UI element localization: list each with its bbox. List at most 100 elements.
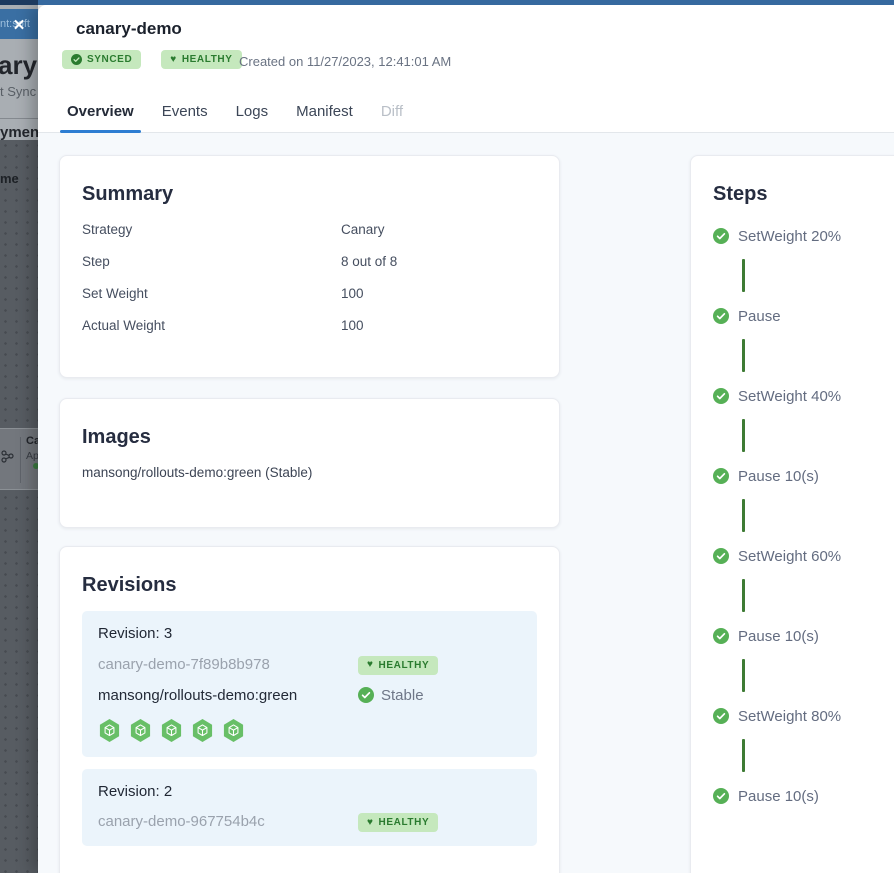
step-item: Pause bbox=[713, 306, 894, 326]
stable-label: Stable bbox=[381, 686, 424, 704]
branch-icon bbox=[1, 450, 14, 468]
healthy-badge: ♥ HEALTHY bbox=[161, 50, 242, 69]
tab-logs[interactable]: Logs bbox=[235, 103, 269, 120]
revision-title: Revision: 2 bbox=[98, 782, 173, 800]
check-circle-icon bbox=[713, 308, 729, 324]
background-table-header-fragment: me bbox=[0, 171, 19, 186]
summary-value: Canary bbox=[341, 222, 385, 237]
rollout-detail-panel: canary-demo SYNCED ♥ HEALTHY Created on … bbox=[38, 5, 894, 873]
replicaset-name: canary-demo-7f89b8b978 bbox=[98, 655, 270, 673]
step-connector bbox=[742, 259, 745, 292]
step-connector bbox=[742, 579, 745, 612]
step-connector bbox=[742, 659, 745, 692]
check-circle-icon bbox=[713, 388, 729, 404]
summary-value: 100 bbox=[341, 318, 364, 333]
summary-label: Set Weight bbox=[82, 286, 148, 301]
dimmed-background: nt:soft ary- t Sync yment me Ca Ap bbox=[0, 5, 38, 873]
heart-icon: ♥ bbox=[367, 659, 374, 670]
background-dot-grid: me Ca Ap bbox=[0, 140, 38, 873]
step-item: Pause 10(s) bbox=[713, 786, 894, 806]
check-circle-icon bbox=[713, 468, 729, 484]
step-connector bbox=[742, 339, 745, 372]
step-label: Pause 10(s) bbox=[738, 787, 819, 805]
step-label: SetWeight 40% bbox=[738, 387, 842, 405]
revision-2-box: Revision: 2 canary-demo-967754b4c ♥ HEAL… bbox=[82, 768, 537, 846]
check-circle-icon bbox=[71, 54, 82, 65]
summary-row-step: Step 8 out of 8 bbox=[82, 254, 537, 269]
check-circle-icon bbox=[358, 687, 374, 703]
background-chip: nt:soft bbox=[0, 9, 38, 39]
images-heading: Images bbox=[82, 426, 151, 448]
created-timestamp: Created on 11/27/2023, 12:41:01 AM bbox=[239, 54, 452, 69]
pod-icon bbox=[98, 718, 121, 743]
background-sync-fragment: t Sync bbox=[0, 84, 37, 99]
summary-row-set-weight: Set Weight 100 bbox=[82, 286, 537, 301]
image-item: mansong/rollouts-demo:green (Stable) bbox=[82, 465, 313, 480]
background-chip-text: nt:soft bbox=[0, 18, 30, 30]
summary-value: 8 out of 8 bbox=[341, 254, 398, 269]
summary-heading: Summary bbox=[82, 183, 174, 205]
summary-card: Summary Strategy Canary Step 8 out of 8 … bbox=[59, 155, 560, 378]
stable-indicator: Stable bbox=[358, 687, 521, 704]
page-title: canary-demo bbox=[76, 19, 182, 38]
step-label: SetWeight 60% bbox=[738, 547, 842, 565]
pod-icon bbox=[222, 718, 245, 743]
step-item: SetWeight 60% bbox=[713, 546, 894, 566]
synced-badge: SYNCED bbox=[62, 50, 142, 69]
replicaset-name: canary-demo-967754b4c bbox=[98, 813, 265, 831]
step-item: Pause 10(s) bbox=[713, 626, 894, 646]
summary-row-actual-weight: Actual Weight 100 bbox=[82, 318, 537, 333]
revision-healthy-label: HEALTHY bbox=[378, 659, 430, 671]
background-card-text-1: Ca bbox=[26, 435, 38, 447]
check-circle-icon bbox=[713, 788, 729, 804]
background-section-fragment: yment bbox=[0, 124, 38, 141]
steps-heading: Steps bbox=[713, 183, 768, 205]
step-connector bbox=[742, 419, 745, 452]
step-item: SetWeight 40% bbox=[713, 386, 894, 406]
pod-icon bbox=[129, 718, 152, 743]
top-accent-bar bbox=[0, 0, 894, 5]
tab-diff[interactable]: Diff bbox=[380, 103, 404, 120]
step-connector bbox=[742, 739, 745, 772]
revision-healthy-label: HEALTHY bbox=[378, 817, 430, 828]
step-item: Pause 10(s) bbox=[713, 466, 894, 486]
summary-label: Actual Weight bbox=[82, 318, 166, 333]
heart-icon: ♥ bbox=[367, 816, 374, 828]
step-item: SetWeight 80% bbox=[713, 706, 894, 726]
background-divider bbox=[0, 118, 38, 119]
background-status-dot bbox=[33, 463, 38, 469]
revisions-card: Revisions Revision: 3 canary-demo-7f89b8… bbox=[59, 546, 560, 873]
revision-healthy-badge: ♥ HEALTHY bbox=[358, 655, 439, 675]
status-badges: SYNCED ♥ HEALTHY bbox=[62, 50, 242, 69]
step-label: Pause 10(s) bbox=[738, 467, 819, 485]
check-circle-icon bbox=[713, 228, 729, 244]
revision-title: Revision: 3 bbox=[98, 625, 173, 642]
pods-row bbox=[98, 718, 521, 743]
tab-bar: Overview Events Logs Manifest Diff bbox=[38, 92, 894, 133]
close-button[interactable]: ✕ bbox=[4, 12, 34, 38]
pod-icon bbox=[191, 718, 214, 743]
summary-label: Strategy bbox=[82, 222, 133, 237]
tab-events[interactable]: Events bbox=[161, 103, 208, 120]
revision-healthy-badge: ♥ HEALTHY bbox=[358, 813, 439, 832]
images-card: Images mansong/rollouts-demo:green (Stab… bbox=[59, 398, 560, 528]
revision-3-box: Revision: 3 canary-demo-7f89b8b978 ♥ HEA… bbox=[82, 611, 537, 757]
background-card-divider bbox=[20, 437, 21, 483]
step-item: SetWeight 20% bbox=[713, 226, 894, 246]
background-card-fragment: Ca Ap bbox=[0, 428, 38, 490]
step-connector bbox=[742, 499, 745, 532]
overview-content: Summary Strategy Canary Step 8 out of 8 … bbox=[38, 133, 894, 873]
step-label: SetWeight 80% bbox=[738, 707, 842, 725]
tab-manifest[interactable]: Manifest bbox=[296, 103, 353, 120]
top-accent-bar-dimmed bbox=[0, 0, 38, 5]
background-title-fragment: ary- bbox=[0, 50, 38, 80]
background-card-text-2: Ap bbox=[26, 450, 38, 462]
close-icon: ✕ bbox=[12, 17, 26, 34]
pod-icon bbox=[160, 718, 183, 743]
synced-badge-label: SYNCED bbox=[87, 54, 133, 65]
check-circle-icon bbox=[713, 628, 729, 644]
step-label: SetWeight 20% bbox=[738, 227, 842, 245]
check-circle-icon bbox=[713, 548, 729, 564]
tab-overview[interactable]: Overview bbox=[60, 92, 141, 133]
summary-value: 100 bbox=[341, 286, 364, 301]
